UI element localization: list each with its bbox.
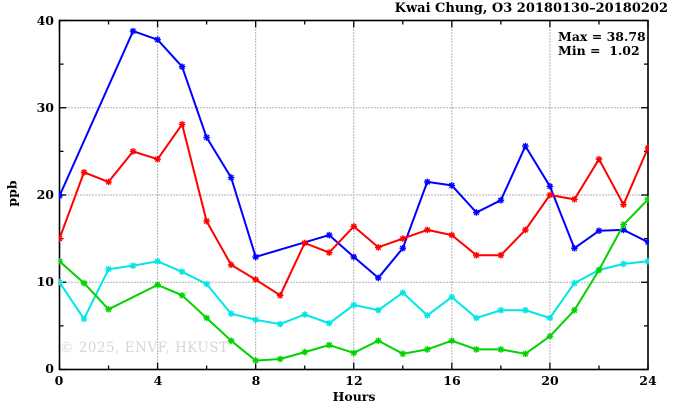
series-line-blue [59,30,649,279]
y-tick-label-30: 30 [36,100,54,115]
x-tick-label-0: 0 [54,373,64,388]
series-markers-cyan [59,258,649,328]
min-annotation: Min = 1.02 [558,42,640,58]
series-green [59,196,649,364]
series-markers-blue [59,27,649,282]
series-blue [59,27,649,282]
x-tick-label-12: 12 [345,373,363,388]
gridlines [59,20,648,370]
y-tick-label-10: 10 [36,274,54,289]
x-tick-label-8: 8 [251,373,261,388]
series-cyan [59,258,649,328]
watermark: © 2025, ENVF, HKUST [60,340,229,356]
maxmin-annotation: Max = 38.78 Min = 1.02 [558,30,646,57]
series-markers-green [59,196,649,364]
axis-ticks [58,19,649,371]
max-annotation: Max = 38.78 [558,29,646,44]
y-tick-label-40: 40 [36,13,54,28]
x-axis-label: Hours [332,389,376,404]
x-tick-label-20: 20 [541,373,559,388]
series-markers-red [59,121,649,299]
y-tick-label-0: 0 [45,361,54,376]
x-tick-label-16: 16 [443,373,461,388]
y-tick-label-20: 20 [36,187,54,202]
x-tick-label-24: 24 [639,373,657,388]
series-red [59,121,649,299]
x-tick-label-4: 4 [153,373,163,388]
series-line-green [59,198,649,362]
chart-title: Kwai Chung, O3 20180130–20180202 [394,1,668,16]
